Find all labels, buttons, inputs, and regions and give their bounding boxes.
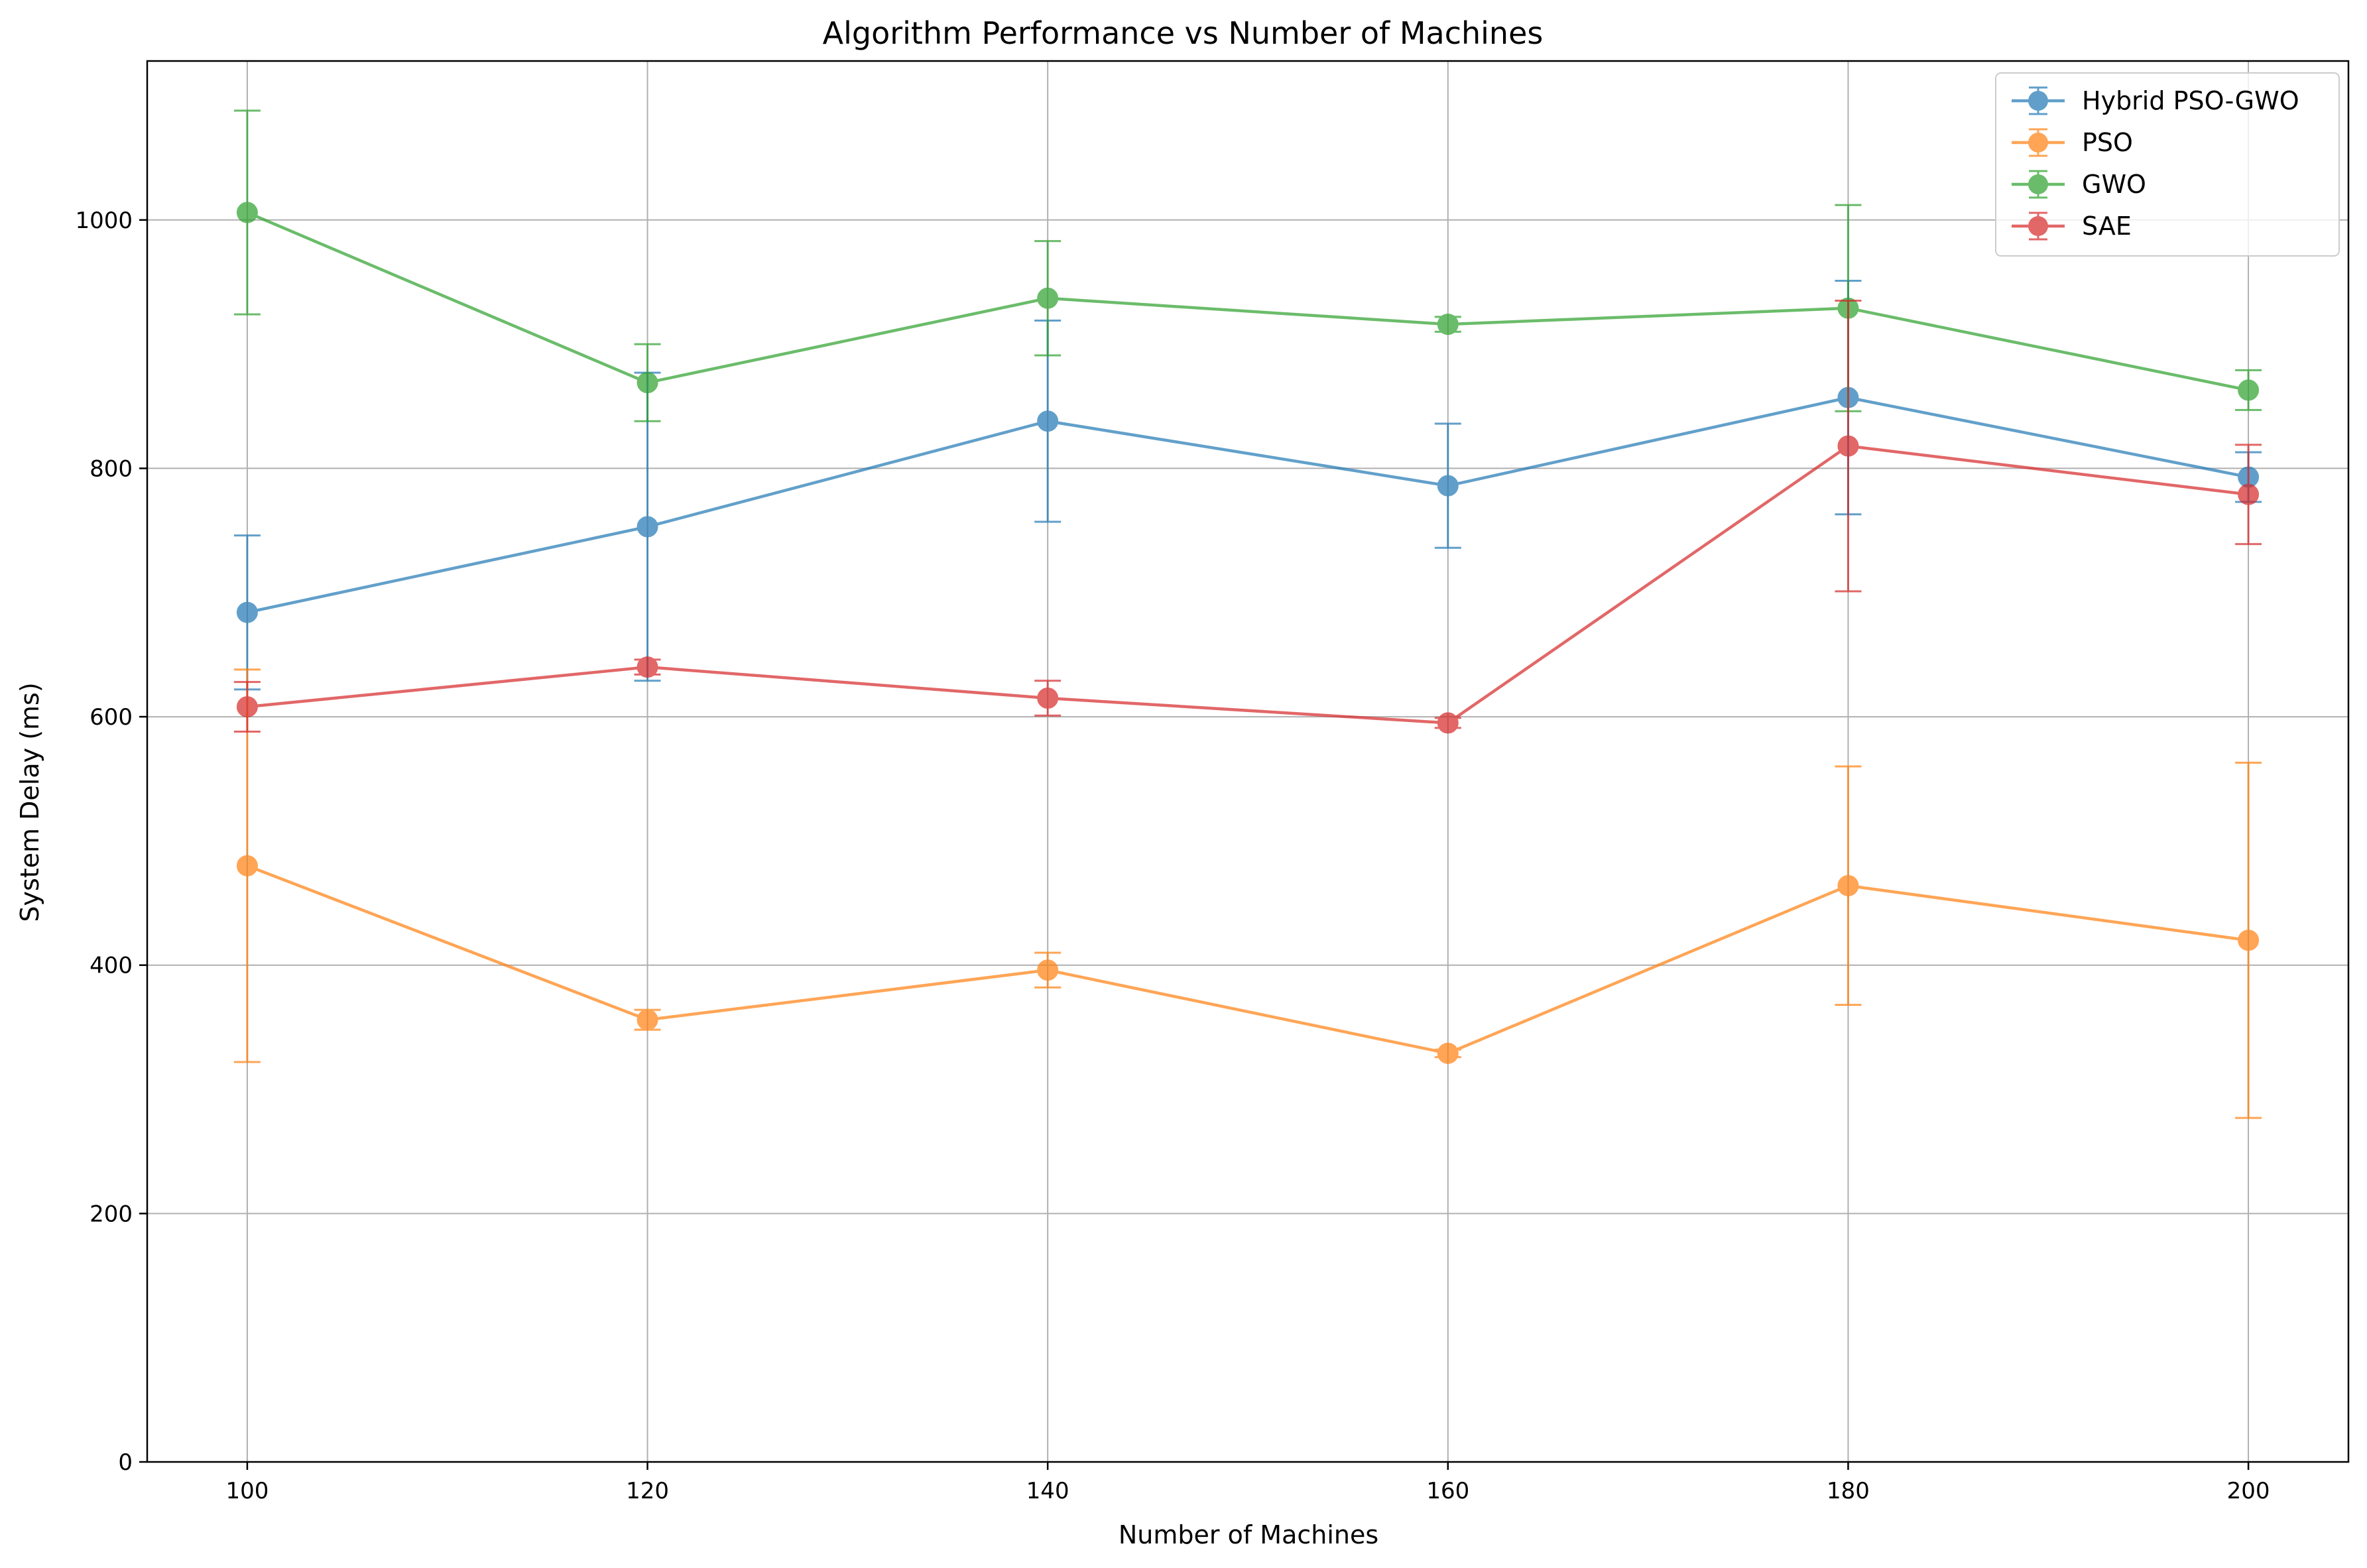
legend-symbol: [2012, 170, 2065, 199]
data-point: [236, 601, 258, 623]
y-tick-label: 600: [90, 704, 133, 731]
legend-label: GWO: [2082, 170, 2146, 199]
y-tick-label: 200: [90, 1201, 133, 1227]
x-tick-label: 200: [2227, 1478, 2270, 1504]
legend-item: Hybrid PSO-GWO: [2012, 86, 2299, 115]
series-gwo: [233, 109, 2262, 422]
legend-label: Hybrid PSO-GWO: [2082, 86, 2299, 115]
axes: 100 120 140 160 180 200 0 200 400 600 800 1000: [75, 208, 2270, 1504]
legend-symbol: [2012, 86, 2065, 115]
data-point: [1837, 435, 1859, 457]
data-point: [236, 696, 258, 718]
data-point: [236, 855, 258, 876]
series-sae: [233, 300, 2262, 734]
legend-symbol: [2012, 211, 2065, 241]
y-tick-label: 800: [90, 455, 133, 482]
legend-label: PSO: [2082, 128, 2133, 157]
y-tick-label: 400: [90, 953, 133, 979]
data-point: [1037, 287, 1059, 309]
plot-frame: [146, 60, 2350, 1463]
data-point: [2238, 930, 2260, 951]
x-tick-label: 160: [1426, 1478, 1469, 1504]
y-axis-label: System Delay (ms): [15, 682, 44, 922]
data-point: [637, 516, 658, 538]
legend-marker: [2028, 133, 2048, 152]
legend-item: SAE: [2012, 211, 2132, 241]
data-point: [1037, 410, 1059, 432]
data-point: [637, 372, 658, 394]
data-point: [1437, 475, 1459, 497]
legend-symbol: [2012, 128, 2065, 157]
legend-marker: [2028, 216, 2048, 236]
y-tick-label: 0: [118, 1449, 133, 1476]
data-point: [236, 202, 258, 223]
data-point: [637, 656, 658, 678]
data-point: [1037, 959, 1059, 981]
series-line: [247, 444, 2249, 725]
data-point: [1437, 314, 1459, 335]
data-point: [637, 1009, 658, 1031]
series-pso: [233, 668, 2262, 1119]
x-tick-label: 120: [626, 1478, 669, 1504]
legend-item: GWO: [2012, 170, 2146, 199]
x-tick-label: 100: [225, 1478, 269, 1504]
data-point: [1837, 874, 1859, 896]
legend-box: [1995, 72, 2340, 257]
chart-title: Algorithm Performance vs Number of Machi…: [823, 15, 1544, 51]
legend-item: PSO: [2012, 128, 2133, 157]
legend-marker: [2028, 91, 2048, 111]
y-tick-label: 1000: [75, 208, 133, 234]
legend-marker: [2028, 174, 2048, 194]
legend: Hybrid PSO-GWO PSO GWO SAE: [1995, 72, 2340, 257]
data-point: [1037, 687, 1059, 709]
series-line: [247, 211, 2249, 392]
data-point: [1437, 1042, 1459, 1064]
data-point: [1437, 712, 1459, 734]
data-point: [2238, 379, 2260, 401]
series-line: [247, 864, 2249, 1055]
data-point: [2238, 483, 2260, 505]
series-line: [247, 396, 2249, 614]
x-tick-label: 140: [1026, 1478, 1069, 1504]
x-tick-label: 180: [1827, 1478, 1870, 1504]
series-layer: [233, 109, 2262, 1119]
legend-label: SAE: [2082, 211, 2132, 241]
x-axis-label: Number of Machines: [1119, 1520, 1378, 1549]
